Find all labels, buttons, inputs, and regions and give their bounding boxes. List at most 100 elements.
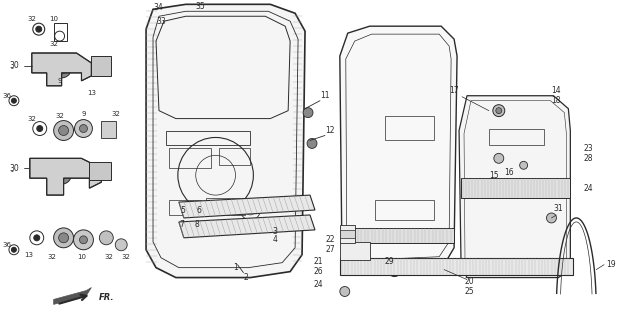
Polygon shape bbox=[179, 215, 315, 238]
Text: 30: 30 bbox=[9, 61, 19, 70]
Text: 10: 10 bbox=[77, 254, 86, 260]
Text: 22: 22 bbox=[325, 235, 335, 244]
Circle shape bbox=[52, 58, 72, 78]
Text: 13: 13 bbox=[24, 252, 33, 258]
Circle shape bbox=[11, 247, 16, 252]
Text: 23: 23 bbox=[583, 144, 593, 153]
Text: 17: 17 bbox=[449, 86, 459, 95]
Text: 10: 10 bbox=[49, 16, 58, 22]
Text: 20: 20 bbox=[464, 277, 474, 286]
Polygon shape bbox=[340, 225, 354, 243]
Text: 19: 19 bbox=[606, 260, 616, 269]
Polygon shape bbox=[459, 96, 570, 277]
Text: 18: 18 bbox=[552, 96, 561, 105]
Circle shape bbox=[57, 169, 67, 179]
Circle shape bbox=[99, 231, 113, 245]
Text: 28: 28 bbox=[584, 154, 593, 163]
Text: 29: 29 bbox=[384, 257, 394, 266]
Polygon shape bbox=[461, 178, 570, 198]
Text: 12: 12 bbox=[325, 126, 335, 135]
Text: 6: 6 bbox=[197, 205, 202, 214]
Circle shape bbox=[36, 26, 42, 32]
Text: 16: 16 bbox=[504, 168, 513, 177]
Text: 32: 32 bbox=[27, 116, 36, 122]
Circle shape bbox=[59, 233, 69, 243]
Circle shape bbox=[52, 164, 72, 184]
Circle shape bbox=[54, 121, 74, 140]
Polygon shape bbox=[90, 162, 112, 180]
Text: 30: 30 bbox=[9, 164, 19, 173]
Circle shape bbox=[391, 267, 397, 273]
Text: -: - bbox=[11, 64, 13, 73]
Text: 27: 27 bbox=[325, 245, 335, 254]
Circle shape bbox=[80, 236, 87, 244]
Circle shape bbox=[74, 230, 93, 250]
Text: 32: 32 bbox=[105, 254, 114, 260]
Polygon shape bbox=[146, 4, 305, 277]
Text: 9: 9 bbox=[81, 111, 86, 116]
Circle shape bbox=[494, 153, 504, 163]
Text: 32: 32 bbox=[27, 16, 36, 22]
Polygon shape bbox=[92, 56, 112, 76]
Text: 32: 32 bbox=[112, 111, 121, 116]
Text: 24: 24 bbox=[583, 184, 593, 193]
Text: 9: 9 bbox=[57, 78, 62, 84]
Text: 26: 26 bbox=[313, 267, 323, 276]
Text: 31: 31 bbox=[554, 204, 563, 212]
Circle shape bbox=[493, 105, 505, 116]
Circle shape bbox=[388, 263, 401, 276]
Polygon shape bbox=[30, 158, 102, 195]
Text: -: - bbox=[11, 167, 13, 176]
Polygon shape bbox=[32, 53, 92, 86]
Circle shape bbox=[55, 62, 67, 74]
Circle shape bbox=[104, 126, 112, 134]
Polygon shape bbox=[340, 230, 354, 238]
Polygon shape bbox=[54, 287, 92, 304]
Polygon shape bbox=[102, 121, 117, 139]
Polygon shape bbox=[345, 228, 454, 243]
Circle shape bbox=[95, 166, 107, 178]
Text: 14: 14 bbox=[551, 86, 561, 95]
Text: 36: 36 bbox=[2, 242, 11, 248]
Circle shape bbox=[303, 108, 313, 117]
Polygon shape bbox=[340, 258, 573, 275]
Text: 8: 8 bbox=[195, 220, 199, 229]
Circle shape bbox=[34, 235, 40, 241]
Text: 32: 32 bbox=[121, 254, 131, 260]
Circle shape bbox=[520, 161, 528, 169]
Text: 32: 32 bbox=[47, 254, 56, 260]
Text: 25: 25 bbox=[464, 287, 474, 296]
Circle shape bbox=[80, 124, 87, 132]
Circle shape bbox=[59, 125, 69, 135]
Text: FR.: FR. bbox=[98, 293, 114, 302]
Text: 5: 5 bbox=[181, 205, 186, 214]
Text: 3: 3 bbox=[273, 228, 278, 236]
Polygon shape bbox=[179, 195, 315, 218]
Text: 21: 21 bbox=[313, 257, 323, 266]
Text: 24: 24 bbox=[313, 280, 323, 289]
Text: 35: 35 bbox=[196, 2, 206, 11]
Circle shape bbox=[307, 139, 317, 148]
Text: 15: 15 bbox=[489, 171, 498, 180]
Circle shape bbox=[11, 98, 16, 103]
Text: 32: 32 bbox=[49, 41, 58, 47]
Text: 36: 36 bbox=[2, 93, 11, 99]
Text: 2: 2 bbox=[243, 273, 248, 282]
Circle shape bbox=[115, 239, 127, 251]
Circle shape bbox=[546, 213, 556, 223]
Text: 34: 34 bbox=[153, 3, 163, 12]
Circle shape bbox=[75, 120, 92, 138]
Text: 33: 33 bbox=[156, 17, 166, 26]
Text: 32: 32 bbox=[55, 113, 64, 119]
Text: 11: 11 bbox=[320, 91, 330, 100]
Polygon shape bbox=[340, 26, 457, 268]
Text: 13: 13 bbox=[87, 90, 96, 96]
Circle shape bbox=[95, 60, 107, 72]
Circle shape bbox=[37, 125, 43, 132]
Text: 4: 4 bbox=[273, 235, 278, 244]
Text: 7: 7 bbox=[179, 220, 184, 229]
Text: 1: 1 bbox=[233, 263, 238, 272]
Circle shape bbox=[340, 286, 350, 296]
Circle shape bbox=[54, 228, 74, 248]
Polygon shape bbox=[340, 242, 369, 260]
